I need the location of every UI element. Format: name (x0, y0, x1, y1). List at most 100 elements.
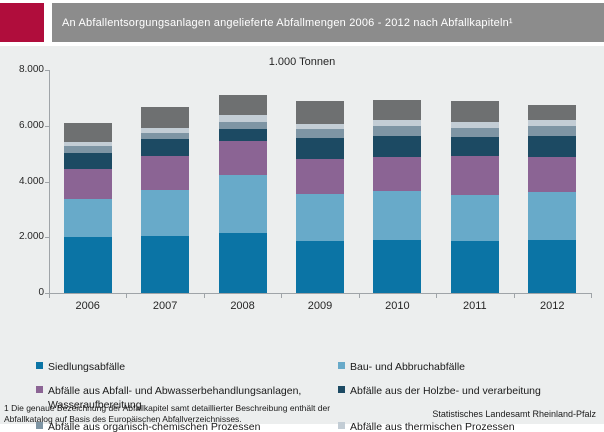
bar-segment (296, 241, 344, 293)
legend-item: Abfälle aus der Holzbe- und verarbeitung (338, 384, 598, 398)
category-label: 2007 (152, 300, 178, 312)
bar-segment (450, 136, 499, 157)
x-tick (436, 294, 438, 298)
bar-segment (218, 122, 267, 129)
bar-segment (528, 156, 577, 193)
bar-segment (296, 101, 344, 124)
legend-swatch-icon (36, 362, 43, 369)
bar-segment (373, 240, 422, 293)
bar-segment (450, 101, 499, 122)
bar-segment (450, 121, 499, 128)
bar-segment (63, 122, 112, 142)
legend-swatch-icon (36, 422, 43, 429)
y-tick-label: 0 (38, 287, 44, 298)
bar-segment (373, 120, 422, 127)
y-tick (45, 125, 49, 127)
legend-swatch-icon (338, 362, 345, 369)
bar-segment (373, 191, 422, 241)
x-tick (203, 294, 205, 298)
legend-label: Siedlungsabfälle (48, 361, 126, 373)
x-axis-line (49, 293, 592, 294)
legend-item: Abfälle aus Abfall- und Abwasserbehandlu… (36, 384, 338, 412)
y-tick-label: 2.000 (18, 231, 44, 243)
legend-item: Bau- und Abbruchabfälle (338, 360, 598, 374)
legend-label: Abfälle aus der Holzbe- und verarbeitung (350, 385, 541, 397)
bar-segment (528, 104, 577, 121)
bar-segment (141, 190, 190, 237)
y-tick (45, 181, 49, 183)
footnote: 1 Die genaue Bezeichnung der Abfallkapit… (4, 403, 331, 425)
category-label: 2008 (230, 300, 255, 312)
bar-segment (296, 138, 344, 159)
bar-segment (296, 123, 344, 129)
bar-segment (450, 240, 499, 293)
y-tick-label: 6.000 (18, 119, 44, 131)
chart-unit-title: 1.000 Tonnen (268, 56, 336, 68)
bar-segment (373, 126, 422, 137)
bar-segment (141, 127, 190, 133)
y-tick-label: 4.000 (18, 175, 44, 187)
bar-segment (218, 115, 267, 123)
chart-legend: Siedlungsabfälle Bau- und Abbruchabfälle A… (36, 360, 598, 432)
header: An Abfallentsorgungsanlagen angelieferte… (52, 3, 604, 42)
bar-segment (63, 152, 112, 169)
bar-segment (296, 128, 344, 138)
bar-segment (218, 95, 267, 116)
x-tick (591, 294, 592, 298)
category-label: 2009 (307, 300, 333, 312)
bar-segment (141, 139, 190, 157)
bar-segment (218, 233, 267, 293)
y-tick-label: 8.000 (18, 64, 44, 75)
bar-segment (141, 132, 190, 140)
bar-segment (528, 120, 577, 127)
bar-segment (141, 107, 190, 128)
bar-segment (373, 99, 422, 121)
legend-swatch-icon (338, 386, 345, 393)
bar-segment (141, 236, 190, 293)
bar-segment (218, 175, 267, 234)
bar-segment (528, 136, 577, 157)
x-tick (358, 294, 360, 298)
legend-swatch-icon (338, 422, 345, 429)
legend-label: Abfälle aus organisch-chemischen Prozess… (48, 421, 261, 432)
brand-mark (0, 3, 44, 42)
bar-segment (218, 128, 267, 141)
bar-segment (63, 146, 112, 153)
bar-segment (450, 195, 499, 241)
category-label: 2006 (75, 300, 100, 312)
source-label: Statistisches Landesamt Rheinland-Pfalz (432, 409, 596, 419)
bar-segment (528, 126, 577, 137)
bar-segment (373, 156, 422, 192)
x-tick (513, 294, 515, 298)
bar-segment (296, 158, 344, 194)
bar-segment (373, 136, 422, 157)
legend-item: Abfälle aus thermischen Prozessen (338, 420, 598, 432)
category-label: 2011 (463, 300, 487, 312)
y-tick (45, 237, 49, 239)
x-tick (126, 294, 128, 298)
y-tick (45, 70, 49, 71)
x-tick (281, 294, 283, 298)
legend-item: Abfälle aus organisch-chemischen Prozess… (36, 420, 338, 432)
bar-segment (63, 237, 112, 293)
legend-label: Abfälle aus Abfall- und Abwasserbehandlu… (48, 385, 302, 412)
legend-item: Siedlungsabfälle (36, 360, 338, 374)
bar-segment (528, 240, 577, 293)
legend-swatch-icon (36, 386, 43, 393)
bar-segment (528, 192, 577, 241)
bar-segment (450, 156, 499, 196)
page-title: An Abfallentsorgungsanlagen angelieferte… (62, 16, 513, 29)
x-tick (49, 294, 50, 298)
bar-segment (63, 168, 112, 199)
category-label: 2012 (540, 300, 565, 312)
chart-panel: 1.000 Tonnen 0 2.000 4.000 6.000 8.000 2006 20… (0, 46, 604, 432)
y-tick (45, 293, 49, 294)
bar-segment (450, 127, 499, 137)
legend-label: Bau- und Abbruchabfälle (350, 361, 466, 373)
y-axis-line (49, 70, 50, 293)
category-label: 2010 (385, 300, 410, 312)
legend-label: Abfälle aus thermischen Prozessen (350, 421, 515, 432)
bar-segment (218, 140, 267, 176)
bar-segment (63, 141, 112, 147)
